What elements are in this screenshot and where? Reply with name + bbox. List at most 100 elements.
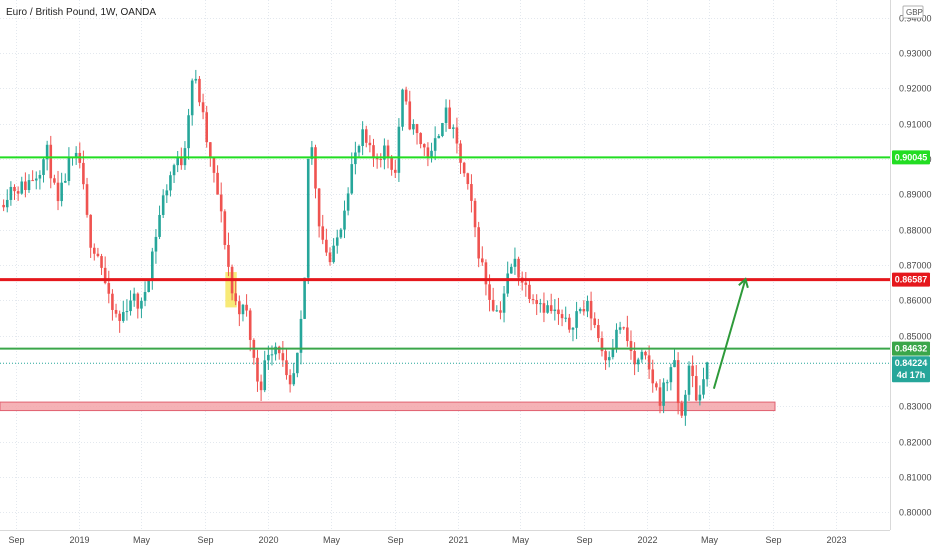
candle-body	[2, 204, 5, 208]
price-tick-label: 0.91000	[899, 120, 932, 130]
candle-body	[600, 338, 604, 352]
time-tick-label: 2022	[637, 535, 657, 545]
candlestick-series	[2, 69, 709, 426]
candle-body	[422, 144, 426, 148]
candle-body	[582, 309, 586, 312]
candle-body	[705, 362, 709, 380]
candle-body	[45, 144, 49, 160]
candle-body	[53, 178, 56, 183]
time-tick-label: 2021	[448, 535, 468, 545]
candle-body	[589, 300, 593, 319]
candle-body	[107, 283, 111, 294]
candle-body	[404, 89, 408, 102]
candle-body	[488, 284, 491, 300]
candle-body	[430, 150, 433, 158]
candle-body	[644, 351, 647, 356]
candle-body	[285, 360, 288, 376]
candle-body	[539, 303, 542, 305]
candle-body	[129, 300, 132, 312]
horizontal-levels[interactable]	[0, 156, 890, 364]
candle-body	[248, 310, 252, 340]
candle-body	[328, 252, 332, 263]
candle-body	[466, 173, 470, 185]
candle-body	[219, 194, 223, 212]
candle-body	[633, 351, 636, 365]
candle-body	[412, 124, 415, 130]
candle-body	[96, 253, 100, 257]
candle-body	[655, 383, 658, 388]
candle-body	[455, 127, 459, 144]
candle-body	[597, 325, 600, 339]
candle-body	[662, 382, 665, 406]
candle-body	[74, 152, 78, 157]
candle-body	[684, 394, 687, 416]
candle-body	[676, 360, 680, 404]
price-tag	[892, 341, 930, 356]
candle-body	[60, 182, 63, 202]
candle-body	[491, 299, 495, 311]
candle-body	[209, 142, 212, 158]
candle-body	[154, 236, 158, 252]
candle-body	[444, 107, 448, 124]
candle-body	[165, 190, 169, 196]
trend-arrow[interactable]	[712, 277, 749, 389]
candle-body	[557, 309, 560, 315]
candle-body	[372, 145, 375, 159]
candle-body	[343, 210, 346, 230]
candle-body	[379, 159, 383, 161]
candle-body	[292, 373, 296, 385]
time-tick-label: May	[701, 535, 719, 545]
price-tick-label: 0.86000	[899, 296, 932, 306]
arrow-head	[738, 277, 749, 289]
candle-body	[502, 293, 506, 313]
candle-body	[393, 169, 397, 173]
candle-body	[553, 309, 557, 312]
candle-body	[375, 158, 379, 160]
time-tick-label: Sep	[765, 535, 781, 545]
candle-body	[5, 199, 9, 208]
candle-body	[16, 191, 20, 194]
candle-body	[615, 329, 618, 350]
candle-body	[665, 382, 669, 384]
candle-body	[473, 200, 477, 228]
candle-body	[513, 258, 517, 267]
candle-body	[459, 143, 462, 163]
candle-body	[531, 299, 535, 301]
candle-body	[288, 375, 292, 385]
candle-body	[27, 180, 31, 190]
candle-body	[125, 311, 129, 313]
price-tag-label: 0.90045	[895, 152, 928, 162]
candle-body	[611, 349, 615, 358]
candle-body	[524, 282, 528, 285]
candle-body	[140, 300, 143, 309]
candle-body	[241, 304, 245, 315]
candle-body	[629, 341, 633, 352]
candle-body	[234, 293, 238, 302]
candle-body	[190, 80, 194, 116]
candle-body	[542, 303, 546, 313]
time-tick-label: May	[512, 535, 530, 545]
candle-body	[564, 317, 568, 319]
price-axis[interactable]: 0.940000.930000.920000.910000.900000.890…	[890, 0, 932, 550]
price-tick-label: 0.87000	[899, 261, 932, 271]
candle-body	[67, 157, 71, 181]
candle-body	[451, 127, 455, 129]
candle-body	[622, 327, 626, 329]
candle-body	[702, 379, 705, 395]
currency-box	[902, 5, 924, 19]
candle-body	[158, 214, 161, 237]
currency-label: GBP	[906, 8, 923, 17]
candle-body	[267, 354, 270, 361]
candle-body	[698, 394, 702, 401]
candle-body	[495, 310, 499, 312]
candle-body	[89, 214, 92, 248]
time-axis[interactable]: Sep 2019 May Sep 2020 May Sep 2021 May Sep 2022 May…	[0, 530, 890, 546]
candle-body	[20, 181, 24, 194]
candle-body	[49, 144, 53, 179]
candle-body	[216, 172, 219, 195]
candle-body	[136, 293, 140, 309]
candle-body	[636, 359, 640, 365]
candle-body	[38, 174, 42, 179]
time-tick-label: Sep	[8, 535, 24, 545]
